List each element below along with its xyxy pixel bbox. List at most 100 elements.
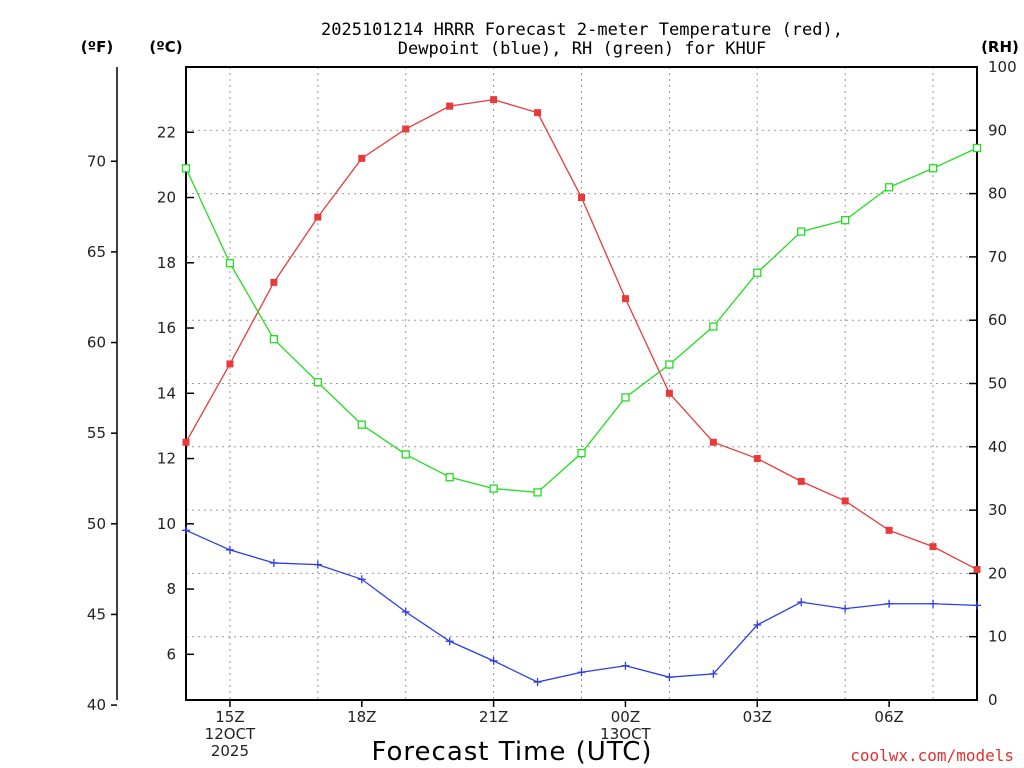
x-tick-label: 00Z — [611, 708, 640, 726]
temperature-point — [885, 526, 893, 534]
temperature-point — [973, 565, 981, 573]
rh-point — [797, 227, 806, 236]
celsius-tick-label: 10 — [157, 515, 176, 533]
dewpoint-point — [357, 575, 366, 584]
rh-point — [181, 164, 191, 173]
x-tick-label: 03Z — [743, 708, 772, 726]
dewpoint-point — [489, 656, 498, 665]
data-series — [181, 96, 982, 687]
credit-text: coolwx.com/models — [850, 746, 1014, 765]
rh-point — [313, 378, 322, 387]
x-tick-label: 18Z — [347, 708, 376, 726]
dewpoint-point — [533, 678, 542, 687]
rh-point — [841, 216, 850, 225]
dewpoint-point — [841, 604, 850, 613]
fahrenheit-tick-label: 55 — [87, 424, 106, 442]
dewpoint-point — [182, 526, 190, 535]
temperature-point — [446, 102, 454, 110]
chart-title-line2: Dewpoint (blue), RH (green) for KHUF — [398, 39, 766, 59]
fahrenheit-tick-label: 50 — [87, 515, 106, 533]
celsius-axis-label: (ºC) — [149, 38, 182, 56]
rh-axis-label: (RH) — [981, 38, 1019, 56]
temperature-point — [753, 455, 761, 463]
dewpoint-point — [225, 545, 234, 554]
temperature-point — [841, 497, 849, 505]
temperature-point — [709, 438, 717, 446]
fahrenheit-tick-label: 60 — [87, 334, 106, 352]
dewpoint-point — [401, 607, 410, 616]
rh-tick-label: 60 — [988, 311, 1007, 329]
dewpoint-point — [709, 669, 718, 678]
rh-tick-label: 0 — [988, 691, 998, 709]
x-tick-label: 2025 — [211, 742, 249, 760]
rh-point — [401, 450, 410, 459]
dewpoint-point — [269, 558, 278, 567]
rh-point — [753, 268, 762, 277]
temperature-point — [270, 278, 278, 286]
temperature-point — [226, 360, 234, 368]
x-tick-label: 06Z — [874, 708, 903, 726]
rh-point — [577, 448, 586, 458]
dewpoint-point — [577, 668, 586, 677]
fahrenheit-tick-label: 40 — [87, 696, 106, 714]
celsius-tick-label: 12 — [157, 450, 176, 468]
temperature-point — [578, 194, 585, 202]
rh-point — [884, 183, 894, 192]
temperature-point — [797, 477, 805, 485]
rh-point — [445, 473, 454, 482]
x-tick-label: 21Z — [479, 708, 508, 726]
temperature-point — [621, 295, 629, 303]
rh-tick-label: 20 — [988, 564, 1007, 582]
rh-tick-label: 40 — [988, 438, 1007, 456]
fahrenheit-tick-label: 70 — [87, 152, 106, 170]
rh-tick-label: 50 — [988, 375, 1007, 393]
rh-point — [489, 484, 498, 493]
dewpoint-point — [885, 599, 894, 608]
dewpoint-point — [313, 560, 322, 569]
fahrenheit-axis-label: (ºF) — [81, 38, 113, 56]
rh-point — [269, 335, 279, 344]
fahrenheit-tick-label: 65 — [87, 243, 106, 261]
rh-tick-label: 80 — [988, 185, 1007, 203]
rh-tick-label: 90 — [988, 121, 1007, 139]
rh-tick-label: 30 — [988, 501, 1007, 519]
dewpoint-point — [929, 599, 938, 608]
temperature-point — [314, 213, 322, 221]
rh-point — [225, 259, 235, 268]
axes: 6 8 10 12 14 16 18 20 22 40 45 50 55 60 65 70 0 10 20 30 40 5… — [87, 58, 1017, 760]
rh-point — [665, 360, 674, 369]
temperature-point — [665, 389, 673, 397]
temperature-point — [402, 125, 410, 133]
dewpoint-point — [445, 637, 454, 646]
x-axis-title: Forecast Time (UTC) — [371, 737, 652, 767]
x-tick-label: 15Z — [215, 708, 244, 726]
rh-tick-label: 70 — [988, 248, 1007, 266]
gridlines — [186, 67, 977, 700]
rh-point — [533, 488, 542, 497]
celsius-tick-label: 20 — [157, 189, 176, 207]
temperature-point — [182, 438, 190, 446]
rh-point — [621, 393, 630, 402]
fahrenheit-tick-label: 45 — [87, 605, 106, 623]
rh-tick-label: 10 — [988, 628, 1007, 646]
dewpoint-point — [665, 673, 674, 682]
rh-point — [357, 420, 366, 429]
rh-point — [972, 143, 982, 153]
dewpoint-point — [973, 601, 981, 610]
x-tick-label: 13OCT — [600, 725, 651, 743]
celsius-tick-label: 14 — [157, 384, 176, 402]
dewpoint-point — [621, 661, 630, 670]
temperature-point — [929, 543, 937, 551]
celsius-tick-label: 8 — [166, 580, 176, 598]
celsius-tick-label: 6 — [166, 645, 176, 663]
dewpoint-point — [753, 620, 762, 629]
dewpoint-point — [797, 598, 806, 607]
rh-tick-label: 100 — [988, 58, 1017, 76]
celsius-tick-label: 18 — [157, 254, 176, 272]
temperature-point — [490, 96, 498, 104]
chart-title-line1: 2025101214 HRRR Forecast 2-meter Tempera… — [321, 20, 843, 40]
temperature-point — [534, 109, 542, 117]
celsius-tick-label: 22 — [157, 123, 176, 141]
temperature-point — [358, 154, 366, 162]
